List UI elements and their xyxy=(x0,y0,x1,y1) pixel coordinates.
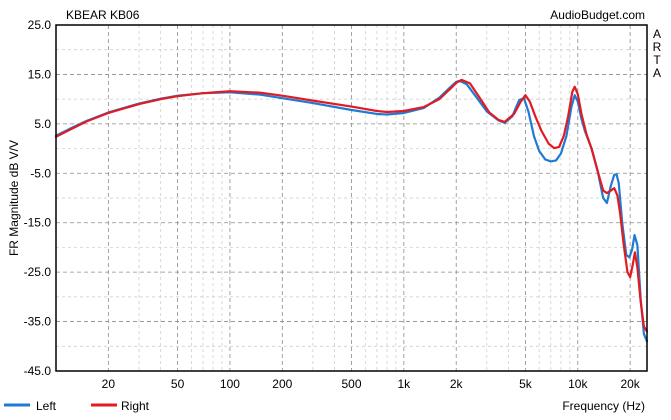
y-tick-label: -25.0 xyxy=(24,265,52,279)
y-axis-label: FR Magnitude dB V/V xyxy=(7,140,21,256)
y-tick-label: 25.0 xyxy=(28,18,52,32)
arta-letter: T xyxy=(653,53,661,67)
grid-layer xyxy=(56,25,647,371)
x-tick-label: 20k xyxy=(620,377,640,391)
x-tick-label: 5k xyxy=(519,377,533,391)
plot-frame xyxy=(55,24,648,372)
x-tick-label: 200 xyxy=(272,377,292,391)
x-tick-label: 50 xyxy=(171,377,185,391)
y-tick-label: -45.0 xyxy=(24,364,52,378)
series-line-left xyxy=(54,79,649,343)
y-tick-label: -15.0 xyxy=(24,216,52,230)
source-label: AudioBudget.com xyxy=(550,8,645,22)
x-tick-label: 2k xyxy=(450,377,464,391)
y-tick-label: 15.0 xyxy=(28,67,52,81)
chart-title: KBEAR KB06 xyxy=(66,8,140,22)
legend-item-right: Right xyxy=(91,399,150,413)
tick-layer: 25.0 15.0 5.0 -5.0 -15.0 -25.0 -35.0 -45.0 20 50 1… xyxy=(24,18,641,391)
series-layer xyxy=(54,78,649,343)
arta-letter: A xyxy=(653,66,661,80)
x-tick-label: 1k xyxy=(398,377,412,391)
legend-label-left: Left xyxy=(36,399,57,413)
x-tick-label: 500 xyxy=(341,377,361,391)
x-tick-label: 10k xyxy=(568,377,588,391)
x-tick-label: 100 xyxy=(220,377,240,391)
y-tick-label: 5.0 xyxy=(34,117,51,131)
arta-letter: R xyxy=(653,40,662,54)
legend-item-left: Left xyxy=(4,399,57,413)
x-tick-label: 20 xyxy=(102,377,116,391)
legend-label-right: Right xyxy=(121,399,150,413)
arta-letter: A xyxy=(653,27,661,41)
y-tick-label: -5.0 xyxy=(30,166,51,180)
legend: Left Right xyxy=(4,399,150,413)
y-tick-label: -35.0 xyxy=(24,315,52,329)
x-axis-label: Frequency (Hz) xyxy=(562,399,645,413)
series-line-right xyxy=(54,78,649,333)
